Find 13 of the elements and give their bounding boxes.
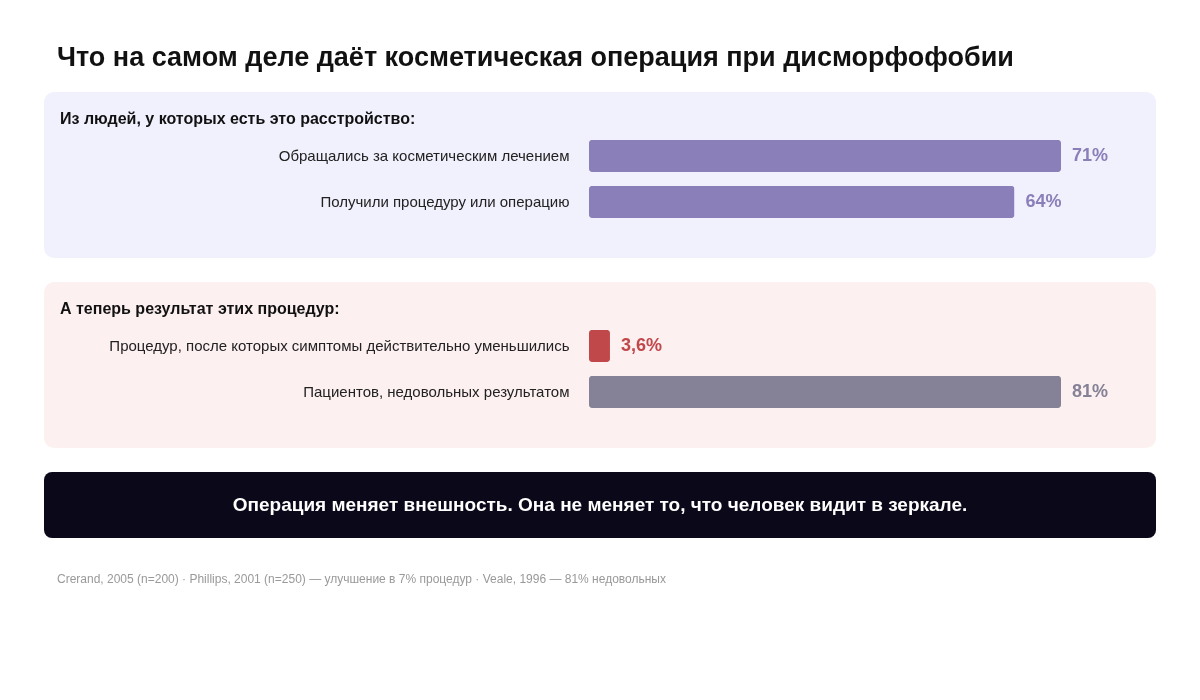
text: А теперь результат этих процедур: [59,300,341,318]
data-label: 81% [1072,381,1109,401]
y-tick-label: Обращались за косметическим лечением [278,147,570,164]
y-tick-label: Процедур, после которых симптомы действительно уменьшились [109,337,570,354]
text: Crerand, 2005 (n=200) · Phillips, 2001 (n=250) — улучшение в 7% процедур · Veale, 1996 — 81% недовольных [57,572,667,586]
chart-title: Что на самом деле даёт косметическая операция при дисморфофобии [56,41,1015,74]
text: Из людей, у которых есть это расстройство: [59,110,417,128]
data-label: 71% [1072,145,1109,165]
y-tick-label: Получили процедуру или операцию [320,193,570,210]
data-label: 3,6% [620,335,663,355]
data-label: 64% [1025,191,1062,211]
y-tick-label: Пациентов, недовольных результатом [303,383,570,400]
text: Операция меняет внешность. Она не меняет то, что человек видит в зеркале. [44,472,1156,538]
